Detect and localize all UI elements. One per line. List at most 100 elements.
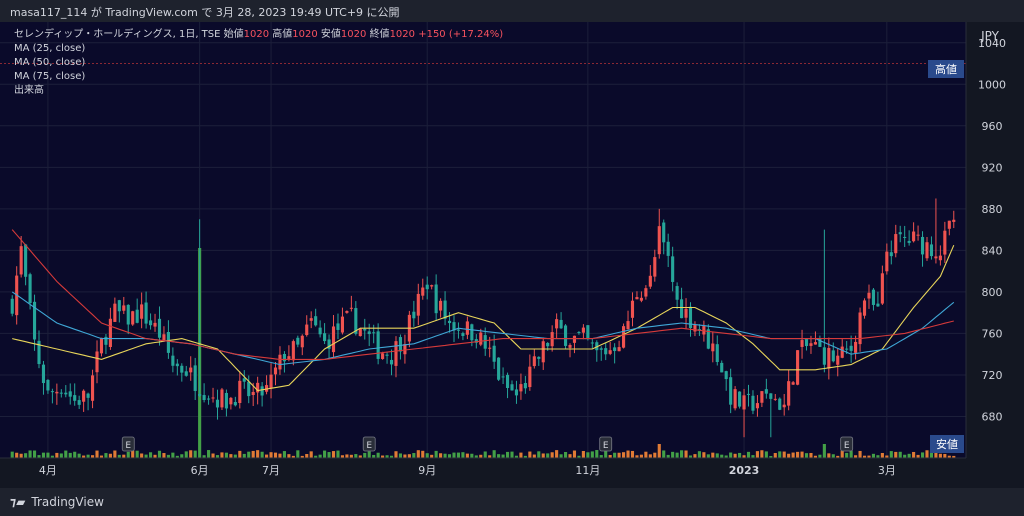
candle-body: [764, 389, 768, 394]
candle-body: [746, 393, 751, 395]
volume-bar: [787, 453, 791, 458]
candle-body: [831, 350, 835, 362]
volume-bar: [577, 455, 581, 458]
volume-bar: [675, 452, 679, 458]
candle-body: [876, 303, 880, 307]
chart-legend: セレンディップ・ホールディングス, 1日, TSE 始値1020 高値1020 …: [14, 28, 503, 98]
earnings-marker: [362, 436, 376, 452]
volume-bar: [613, 452, 617, 458]
volume-bar: [604, 450, 608, 458]
candle-body: [706, 329, 710, 349]
volume-bar: [849, 450, 853, 458]
earnings-marker-label: E: [366, 441, 372, 451]
candle-body: [617, 347, 621, 352]
volume-bar: [867, 455, 871, 458]
volume-bar: [220, 452, 224, 458]
candle-body: [929, 244, 934, 257]
candle-body: [456, 329, 461, 331]
low-value: 1020: [340, 29, 367, 40]
moving-averages: [11, 229, 955, 392]
time-axis-panel: [0, 458, 966, 488]
candle-body: [233, 401, 237, 406]
volume-bar: [153, 454, 157, 458]
candle-body: [657, 226, 661, 255]
volume-bar: [108, 453, 112, 458]
volume-bar: [697, 451, 701, 458]
candle-body: [867, 292, 871, 299]
indicator-volume[interactable]: 出来高: [14, 85, 44, 96]
candle-body: [416, 293, 420, 316]
candle-body: [733, 389, 737, 409]
candle-body: [403, 344, 407, 355]
candle-body: [804, 339, 809, 347]
candle-body: [648, 275, 652, 287]
volume-bar: [265, 454, 269, 458]
volume-bar: [336, 450, 340, 458]
candle-body: [37, 340, 41, 365]
indicator-ma75[interactable]: MA (75, close): [14, 71, 86, 82]
volume-bar: [162, 453, 166, 458]
earnings-marker: [599, 436, 613, 452]
candle-body: [394, 341, 398, 366]
volume-bar: [28, 450, 32, 458]
candle-body: [796, 350, 800, 385]
candle-body: [755, 403, 759, 409]
volume-bar: [501, 454, 505, 458]
volume-bar: [947, 455, 951, 458]
earnings-marker: [121, 436, 135, 452]
candle-body: [358, 328, 362, 337]
candle-body: [514, 389, 519, 396]
candle-body: [559, 319, 563, 329]
volume-bar: [68, 452, 72, 458]
candle-body: [778, 398, 782, 410]
price-tick-label: 960: [982, 120, 1003, 133]
volume-bar: [894, 451, 898, 458]
volume-bar: [630, 450, 635, 458]
price-tick-label: 720: [982, 369, 1003, 382]
volume-bar: [403, 454, 407, 458]
volume-bar: [430, 454, 434, 458]
volume-bar: [751, 455, 755, 458]
indicator-ma50[interactable]: MA (50, close): [14, 57, 86, 68]
candle-body: [41, 364, 46, 384]
candle-body: [10, 298, 14, 314]
volume-bar: [800, 451, 804, 458]
volume-bar: [269, 452, 273, 458]
volume-bar: [95, 450, 99, 458]
volume-bar: [929, 450, 934, 458]
price-tick-label: 1000: [978, 78, 1006, 91]
candle-body: [211, 397, 215, 399]
candle-body: [220, 389, 224, 408]
volume-bar: [907, 453, 911, 458]
volume-bar: [880, 452, 884, 458]
candle-body: [95, 351, 99, 373]
candle-body: [773, 398, 777, 400]
volume-bar: [505, 451, 510, 458]
candle-body: [282, 353, 286, 362]
candle-body: [581, 327, 585, 333]
tradingview-logo[interactable]: ⁊▰ TradingView: [10, 495, 104, 509]
candle-body: [354, 308, 358, 334]
candle-body: [483, 335, 487, 349]
time-tick-label: 9月: [418, 464, 436, 477]
candle-body: [260, 386, 264, 396]
candle-body: [345, 311, 349, 313]
price-chart[interactable]: E E E E 680 720 760 800 840 880 920 960 1000 1040 JP…: [0, 22, 1024, 488]
candle-body: [108, 318, 112, 347]
volume-bar: [46, 452, 50, 458]
candle-body: [140, 304, 144, 319]
volume-bar: [746, 451, 751, 458]
candle-body: [818, 338, 822, 347]
volume-bar: [773, 453, 777, 458]
candle-body: [86, 393, 90, 398]
candle-body: [537, 356, 541, 359]
price-tick-label: 800: [982, 286, 1003, 299]
volume-bar: [862, 455, 867, 458]
volume-bar: [215, 455, 220, 458]
candle-body: [247, 381, 251, 397]
volume-bar: [528, 451, 532, 458]
candle-body: [871, 289, 876, 305]
volume-bar: [483, 451, 487, 458]
indicator-ma25[interactable]: MA (25, close): [14, 43, 86, 54]
